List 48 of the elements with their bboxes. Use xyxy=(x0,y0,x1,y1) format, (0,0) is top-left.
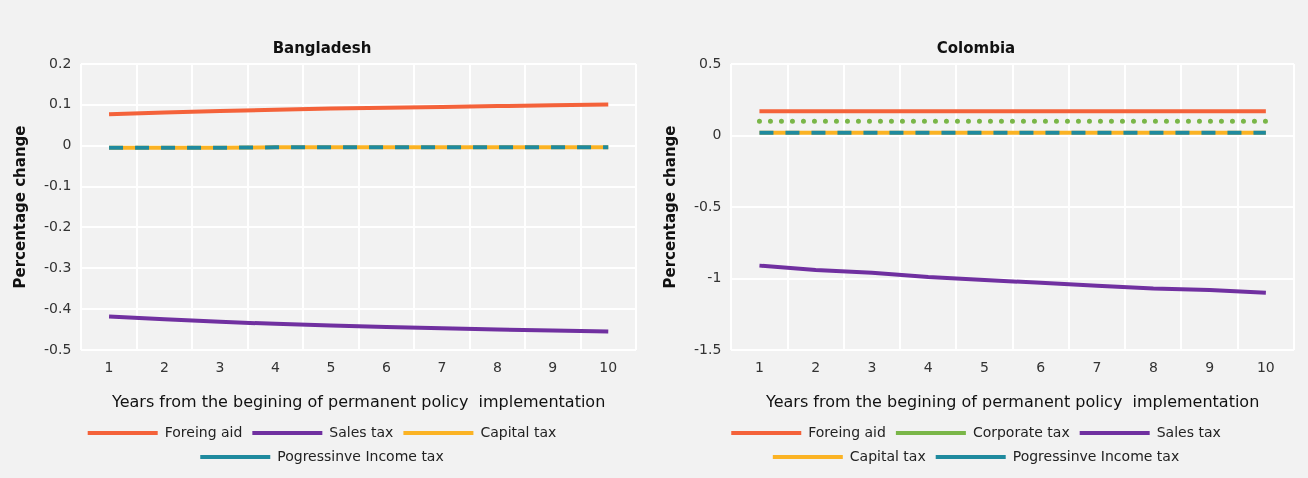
x-tick-label: 1 xyxy=(104,359,114,376)
legend-label: Sales tax xyxy=(329,423,394,440)
x-tick-label: 2 xyxy=(811,359,821,376)
x-tick-label: 9 xyxy=(548,359,558,376)
y-tick-label: 0 xyxy=(712,126,722,143)
x-tick-label: 10 xyxy=(599,359,618,376)
x-tick-label: 3 xyxy=(867,359,877,376)
x-tick-label: 5 xyxy=(980,359,989,376)
x-tick-label: 7 xyxy=(1092,359,1102,376)
y-tick-label: -0.3 xyxy=(43,258,72,275)
x-tick-label: 2 xyxy=(160,359,169,376)
x-axis-title: Years from the begining of permanent policy implementation xyxy=(765,391,1260,411)
x-tick-label: 7 xyxy=(437,359,447,376)
legend-label: Sales tax xyxy=(1156,423,1221,440)
y-tick-label: -0.2 xyxy=(43,218,72,235)
x-tick-label: 6 xyxy=(381,359,391,376)
legend-label: Foreing aid xyxy=(808,423,886,440)
x-tick-label: 4 xyxy=(923,359,933,376)
y-tick-label: 0.5 xyxy=(699,54,722,71)
x-tick-label: 8 xyxy=(492,359,502,376)
x-tick-label: 6 xyxy=(1036,359,1046,376)
x-tick-label: 3 xyxy=(215,359,225,376)
y-tick-label: -0.4 xyxy=(43,299,72,316)
chart-title: Bangladesh xyxy=(272,38,372,57)
y-axis-title: Percentage change xyxy=(10,125,29,289)
x-axis-title: Years from the begining of permanent policy implementation xyxy=(111,391,606,411)
x-tick-label: 10 xyxy=(1256,359,1275,376)
legend-label: Capital tax xyxy=(849,447,926,464)
x-tick-label: 5 xyxy=(326,359,336,376)
y-tick-label: 0.1 xyxy=(49,95,72,112)
y-tick-label: -0.5 xyxy=(43,340,72,357)
y-tick-label: 0 xyxy=(62,136,72,153)
y-axis-title: Percentage change xyxy=(660,125,679,289)
x-tick-label: 9 xyxy=(1205,359,1215,376)
y-tick-label: -1 xyxy=(707,269,722,286)
y-tick-label: -0.5 xyxy=(693,197,722,214)
legend-label: Pogressinve Income tax xyxy=(1012,447,1180,464)
x-tick-label: 4 xyxy=(270,359,280,376)
y-tick-label: -0.1 xyxy=(43,177,72,194)
legend-label: Capital tax xyxy=(480,423,557,440)
chart-title: Colombia xyxy=(936,38,1016,57)
legend-label: Pogressinve Income tax xyxy=(277,447,444,464)
y-tick-label: -1.5 xyxy=(693,340,722,357)
legend-label: Foreing aid xyxy=(164,423,243,440)
x-tick-label: 8 xyxy=(1148,359,1158,376)
x-tick-label: 1 xyxy=(754,359,764,376)
y-tick-label: 0.2 xyxy=(49,54,72,71)
legend-label: Corporate tax xyxy=(972,423,1070,440)
